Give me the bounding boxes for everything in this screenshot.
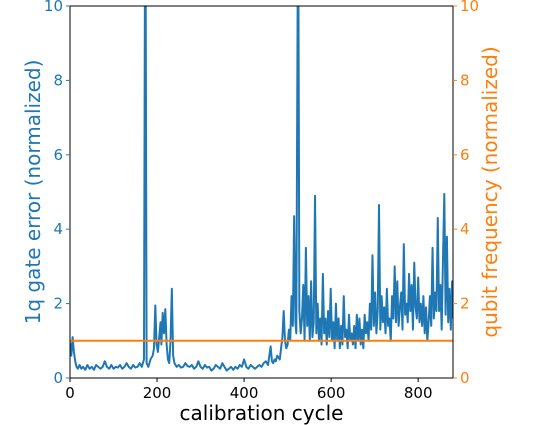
x-tick-label: 600	[317, 384, 346, 402]
x-tick-label: 800	[404, 384, 433, 402]
y-tick-label-right: 2	[460, 295, 470, 313]
y-tick-label-left: 4	[53, 220, 63, 238]
y-tick-label-right: 4	[460, 220, 470, 238]
y-tick-label-right: 6	[460, 146, 470, 164]
y-tick-label-left: 8	[53, 71, 63, 89]
x-tick-label: 200	[143, 384, 172, 402]
y-tick-label-left: 10	[44, 0, 63, 15]
y-tick-label-left: 0	[53, 369, 63, 387]
plot-area-frame	[69, 5, 454, 379]
y-tick-label-left: 6	[53, 146, 63, 164]
y-axis-label-left: 1q gate error (normalized)	[21, 60, 45, 325]
x-tick-label: 400	[230, 384, 259, 402]
series-line-gate-error	[70, 6, 453, 372]
x-tick-label: 0	[65, 384, 75, 402]
y-tick-label-right: 8	[460, 71, 470, 89]
y-tick-label-right: 10	[460, 0, 479, 15]
y-axis-label-right: qubit frequency (normalized)	[478, 46, 502, 337]
y-tick-label-right: 0	[460, 369, 470, 387]
y-tick-label-left: 2	[53, 295, 63, 313]
x-axis-label: calibration cycle	[180, 401, 344, 425]
